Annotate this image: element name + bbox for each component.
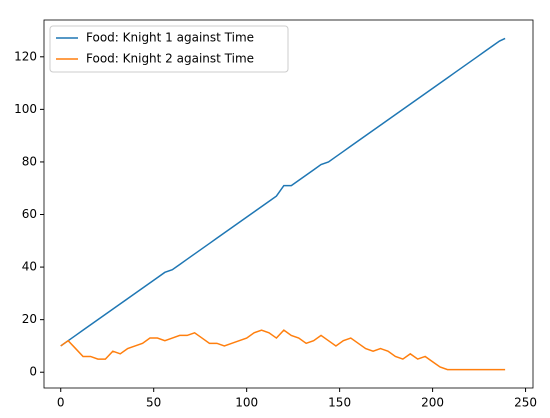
y-tick-label: 100 [14, 102, 37, 116]
y-tick-label: 120 [14, 49, 37, 63]
x-tick-label: 0 [57, 396, 65, 410]
x-tick-label: 150 [328, 396, 351, 410]
y-tick-label: 0 [29, 365, 37, 379]
legend-label: Food: Knight 2 against Time [86, 52, 254, 66]
legend-box [49, 25, 289, 73]
y-tick-label: 80 [22, 154, 37, 168]
y-tick-label: 40 [22, 260, 37, 274]
x-tick-label: 250 [514, 396, 537, 410]
x-tick-label: 100 [235, 396, 258, 410]
y-tick-label: 60 [22, 207, 37, 221]
legend-label: Food: Knight 1 against Time [86, 31, 254, 45]
axes-frame [43, 19, 534, 389]
series-line [60, 37, 506, 347]
y-tick-label: 20 [22, 312, 37, 326]
x-tick-label: 200 [421, 396, 444, 410]
x-tick-label: 50 [146, 396, 161, 410]
series-line [60, 329, 506, 371]
